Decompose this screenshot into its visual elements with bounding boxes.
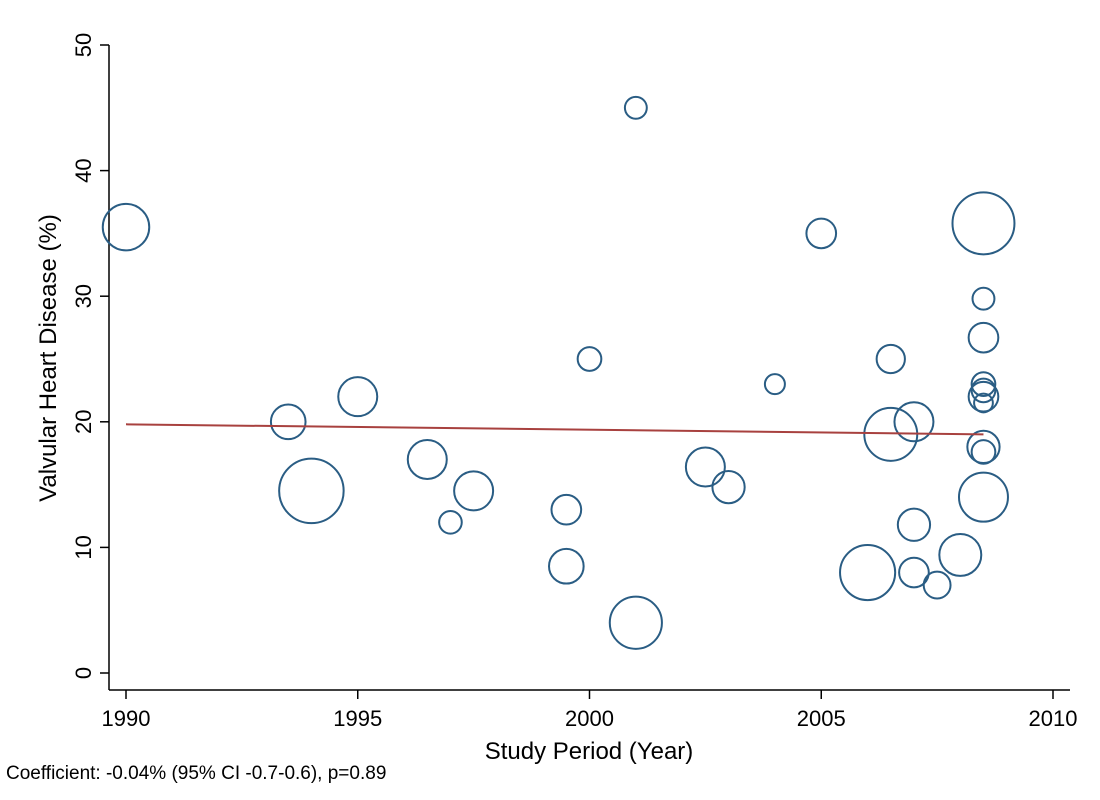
- data-point: [269, 403, 307, 441]
- data-point: [970, 439, 997, 465]
- x-tick-label: 1990: [102, 706, 151, 731]
- data-point: [278, 457, 345, 525]
- data-point: [453, 470, 495, 512]
- data-point: [406, 438, 448, 480]
- data-point: [763, 373, 786, 396]
- data-point: [608, 595, 663, 650]
- data-point: [875, 343, 906, 375]
- data-point: [550, 493, 583, 526]
- x-tick-label: 1995: [333, 706, 382, 731]
- y-tick-label: 10: [71, 535, 96, 559]
- data-point: [548, 547, 585, 585]
- y-axis-title: Valvular Heart Disease (%): [35, 214, 62, 502]
- x-tick-label: 2000: [565, 706, 614, 731]
- y-tick-label: 40: [71, 158, 96, 182]
- x-tick-label: 2005: [797, 706, 846, 731]
- data-point: [970, 377, 997, 404]
- fit-line: [125, 423, 984, 436]
- data-point: [337, 376, 379, 418]
- data-point: [711, 469, 746, 505]
- y-tick-label: 20: [71, 410, 96, 434]
- data-point: [576, 346, 603, 372]
- coefficient-annotation: Coefficient: -0.04% (95% CI -0.7-0.6), p…: [6, 763, 387, 784]
- data-point: [805, 217, 838, 250]
- data-point: [898, 556, 930, 589]
- data-point: [967, 321, 1000, 354]
- y-tick-label: 50: [71, 33, 96, 57]
- y-tick-label: 30: [71, 284, 96, 308]
- data-point: [951, 191, 1016, 256]
- data-point: [623, 95, 648, 120]
- data-point: [971, 286, 996, 311]
- data-point: [973, 392, 994, 414]
- data-point: [893, 401, 935, 443]
- data-point: [684, 446, 726, 488]
- data-point: [938, 532, 983, 577]
- y-tick-label: 0: [71, 667, 96, 679]
- x-tick-label: 2010: [1029, 706, 1078, 731]
- data-point: [922, 570, 952, 600]
- data-point: [957, 471, 1009, 523]
- data-point: [896, 507, 932, 542]
- x-axis-title: Study Period (Year): [485, 738, 694, 765]
- data-point: [970, 371, 997, 397]
- data-point: [839, 543, 897, 602]
- data-point: [101, 202, 151, 252]
- data-point: [438, 509, 463, 535]
